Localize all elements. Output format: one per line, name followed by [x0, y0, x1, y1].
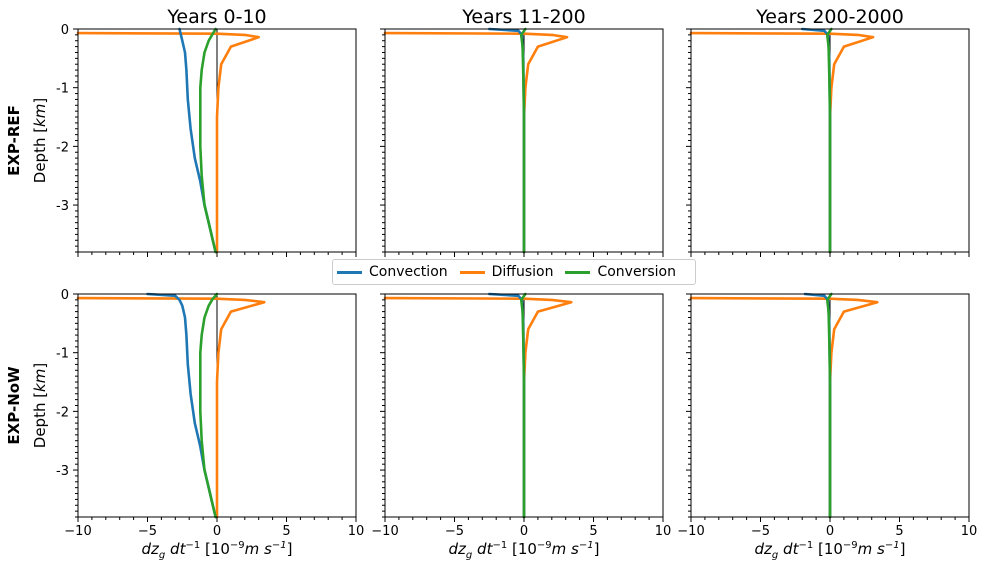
- x-tick-label: −5: [445, 524, 464, 539]
- series-diffusion: [383, 31, 569, 254]
- x-tick-label: −10: [371, 524, 398, 539]
- x-tick-label: −10: [677, 524, 704, 539]
- legend-swatch-convection: [337, 270, 362, 274]
- series-diffusion: [689, 296, 879, 519]
- x-tick-label: 0: [213, 524, 221, 539]
- panel-title: Years 200-2000: [755, 6, 904, 28]
- panel-title: Years 11-200: [461, 6, 585, 28]
- y-tick-label: 0: [61, 23, 69, 38]
- series-conversion: [519, 27, 527, 254]
- y-axis-label-1: Depth [km]: [31, 98, 49, 183]
- series-diffusion: [76, 31, 261, 254]
- x-tick-label: 10: [655, 524, 672, 539]
- panel-title: Years 0-10: [166, 6, 266, 28]
- x-tick-label: −10: [64, 524, 91, 539]
- series-conversion: [199, 27, 217, 254]
- y-tick-label: -2: [56, 140, 69, 155]
- panel-1-2: [380, 27, 664, 257]
- y-tick-label: -1: [56, 347, 69, 362]
- legend-swatch-conversion: [565, 270, 591, 274]
- series-conversion: [825, 292, 833, 519]
- panel-2-3: [686, 292, 970, 522]
- legend-label-diffusion: Diffusion: [491, 264, 554, 280]
- series-convection: [178, 27, 217, 254]
- y-axis-label-2: Depth [km]: [31, 363, 49, 448]
- series-convection: [487, 27, 526, 254]
- series-convection: [146, 292, 217, 519]
- x-tick-label: −5: [751, 524, 770, 539]
- y-tick-label: 0: [61, 288, 69, 303]
- row-label-2: EXP-NoW: [5, 366, 23, 445]
- panel-2-1: [73, 292, 357, 522]
- x-axis-label: dzg dt−1 [10−9m s−1]: [449, 540, 600, 561]
- y-tick-label: -3: [56, 464, 69, 479]
- legend: Convection Diffusion Conversion: [332, 259, 696, 285]
- x-tick-label: 0: [520, 524, 528, 539]
- x-tick-label: 5: [895, 524, 903, 539]
- row-label-1: EXP-REF: [5, 105, 23, 176]
- x-tick-label: −5: [138, 524, 157, 539]
- series-convection: [803, 292, 832, 519]
- series-conversion: [199, 292, 219, 519]
- x-tick-label: 5: [589, 524, 597, 539]
- legend-label-convection: Convection: [369, 264, 448, 280]
- x-axis-label: dzg dt−1 [10−9m s−1]: [755, 540, 906, 561]
- x-tick-label: 0: [826, 524, 834, 539]
- y-tick-label: -1: [56, 82, 69, 97]
- series-diffusion: [689, 31, 875, 254]
- series-conversion: [519, 292, 527, 519]
- y-tick-label: -3: [56, 199, 69, 214]
- legend-swatch-diffusion: [459, 270, 485, 274]
- x-tick-label: 10: [348, 524, 365, 539]
- panel-2-2: [380, 292, 664, 522]
- series-conversion: [825, 27, 833, 254]
- x-tick-label: 10: [961, 524, 978, 539]
- series-convection: [800, 27, 832, 254]
- legend-item-convection: Convection: [337, 264, 448, 280]
- x-axis-label: dzg dt−1 [10−9m s−1]: [142, 540, 293, 561]
- legend-label-conversion: Conversion: [597, 264, 676, 280]
- panel-1-1: [73, 27, 357, 257]
- x-tick-label: 5: [282, 524, 290, 539]
- panel-1-3: [686, 27, 970, 257]
- series-diffusion: [76, 296, 266, 519]
- legend-item-conversion: Conversion: [565, 264, 676, 280]
- series-convection: [487, 292, 526, 519]
- legend-item-diffusion: Diffusion: [459, 264, 554, 280]
- y-tick-label: -2: [56, 405, 69, 420]
- series-diffusion: [383, 296, 573, 519]
